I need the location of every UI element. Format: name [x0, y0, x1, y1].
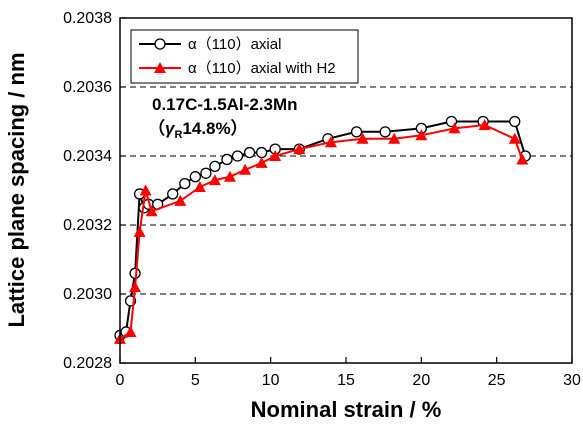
data-point-triangle [129, 281, 142, 293]
y-tick-label: 0.2038 [63, 10, 112, 27]
data-point-triangle [239, 163, 252, 175]
data-point-triangle [139, 184, 152, 196]
data-point-circle [221, 153, 233, 166]
x-tick-label: 10 [262, 372, 280, 389]
data-point-circle [255, 146, 268, 159]
annotation-open-paren: （ [148, 118, 165, 138]
data-point-circle [350, 126, 363, 138]
series-1-line [119, 120, 527, 337]
y-tick-label: 0.2034 [63, 148, 112, 165]
series-2 [114, 118, 529, 344]
annotation-gamma: γ [165, 119, 176, 138]
x-tick-label: 20 [412, 372, 430, 389]
data-point-triangle [174, 194, 187, 206]
data-point-circle [231, 150, 244, 162]
annotation-composition: 0.17C-1.5Al-2.3Mn （γR14.8%） [148, 95, 298, 141]
annotation-line-2: （γR14.8%） [148, 118, 248, 141]
x-tick-label: 0 [116, 372, 125, 389]
legend-marker-series-2 [154, 62, 166, 73]
data-point-circle [243, 146, 256, 159]
annotation-subscript: R [174, 129, 182, 141]
data-point-triangle [516, 153, 529, 165]
y-axis-title: Lattice plane spacing / nm [4, 52, 29, 327]
data-point-triangle [478, 118, 491, 130]
data-point-triangle [145, 205, 158, 217]
data-point-circle [379, 126, 391, 138]
x-tick-label: 5 [191, 372, 200, 389]
legend-box [130, 29, 359, 84]
annotation-line-1: 0.17C-1.5Al-2.3Mn [152, 95, 298, 114]
series-layer [114, 115, 531, 344]
y-tick-label: 0.2036 [63, 79, 112, 96]
data-point-triangle [508, 132, 521, 144]
x-tick-label: 30 [563, 372, 581, 389]
data-point-circle [189, 171, 201, 183]
data-point-triangle [255, 156, 268, 168]
data-point-triangle [193, 181, 206, 193]
data-point-triangle [208, 174, 221, 186]
data-point-triangle [356, 132, 369, 144]
x-axis-title: Nominal strain / % [251, 397, 442, 422]
legend: α（110）axial α（110）axial with H2 [130, 29, 359, 84]
data-point-triangle [133, 225, 146, 237]
data-point-triangle [415, 129, 428, 141]
series-2-line [119, 123, 524, 340]
annotation-value: 14.8%） [182, 118, 247, 138]
data-point-circle [200, 167, 212, 179]
y-tick-label: 0.2030 [63, 286, 112, 303]
x-tick-label: 25 [488, 372, 506, 389]
legend-label-series-2: α（110）axial with H2 [188, 60, 336, 77]
x-tick-label: 15 [337, 372, 355, 389]
axis-ticks: 0.2028 0.2030 0.2032 0.2034 0.2036 0.2038 0 5 10… [63, 10, 581, 389]
y-tick-label: 0.2028 [63, 355, 112, 372]
data-point-circle [179, 177, 191, 190]
data-point-triangle [448, 122, 461, 134]
series-1 [114, 115, 531, 342]
legend-label-series-1: α（110）axial [188, 36, 281, 53]
data-point-triangle [388, 132, 401, 144]
data-point-circle [209, 160, 221, 173]
data-point-triangle [269, 150, 282, 161]
data-point-circle [509, 115, 521, 128]
legend-marker-series-1 [154, 38, 166, 50]
y-tick-label: 0.2032 [63, 217, 112, 234]
data-point-triangle [324, 136, 337, 148]
data-point-circle [167, 188, 179, 200]
data-point-triangle [124, 325, 137, 337]
data-point-triangle [293, 143, 306, 155]
grid-lines [120, 86, 572, 295]
data-point-triangle [223, 170, 236, 182]
